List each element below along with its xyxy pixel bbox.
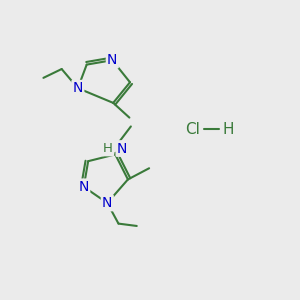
Text: N: N	[73, 81, 83, 95]
Text: Cl: Cl	[185, 122, 200, 137]
Text: H: H	[222, 122, 234, 137]
Text: N: N	[79, 180, 89, 194]
Text: N: N	[102, 196, 112, 210]
Text: N: N	[107, 53, 118, 67]
Text: N: N	[117, 142, 127, 155]
Text: H: H	[103, 142, 113, 155]
